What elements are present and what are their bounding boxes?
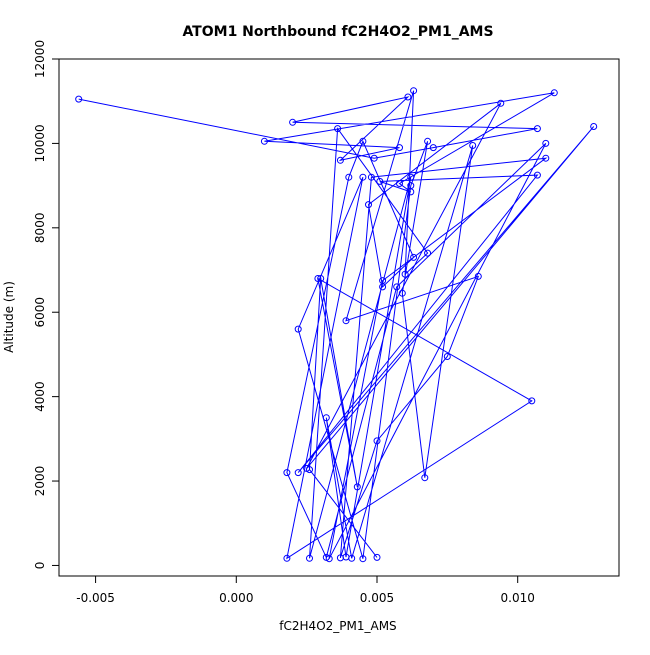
chart-title: ATOM1 Northbound fC2H4O2_PM1_AMS bbox=[182, 24, 493, 40]
data-point bbox=[474, 272, 482, 280]
data-point bbox=[306, 554, 313, 562]
data-point bbox=[396, 180, 403, 187]
series-line bbox=[78, 90, 595, 560]
y-tick-label: 2000 bbox=[33, 466, 47, 497]
data-point bbox=[393, 283, 401, 291]
data-point bbox=[359, 173, 367, 181]
y-tick-label: 4000 bbox=[33, 381, 47, 412]
x-axis-label: fC2H4O2_PM1_AMS bbox=[279, 619, 396, 633]
data-point bbox=[359, 137, 367, 145]
data-point bbox=[407, 188, 415, 196]
y-tick-label: 12000 bbox=[33, 40, 47, 78]
data-point bbox=[322, 553, 330, 561]
data-point bbox=[421, 474, 429, 482]
data-point bbox=[376, 177, 384, 185]
y-tick-label: 10000 bbox=[33, 124, 47, 162]
data-point bbox=[314, 275, 322, 282]
y-tick-label: 0 bbox=[33, 562, 47, 570]
data-point bbox=[322, 414, 330, 422]
data-point bbox=[294, 469, 302, 477]
data-point bbox=[373, 437, 381, 445]
data-point bbox=[401, 270, 409, 278]
y-axis: 0 2000 4000 6000 8000 10000 12000 bbox=[33, 40, 59, 569]
x-axis: -0.005 0.000 0.005 0.010 bbox=[76, 576, 535, 605]
x-tick-label: 0.000 bbox=[219, 591, 253, 605]
data-point bbox=[370, 154, 378, 162]
plot-frame bbox=[58, 58, 620, 577]
data-point bbox=[260, 137, 268, 145]
data-point bbox=[359, 555, 367, 563]
data-point bbox=[528, 397, 536, 405]
data-point bbox=[365, 201, 372, 209]
data-point bbox=[497, 99, 505, 107]
data-point bbox=[345, 173, 353, 181]
data-point bbox=[283, 554, 291, 562]
data-point bbox=[550, 89, 558, 97]
data-point bbox=[410, 253, 418, 261]
data-point bbox=[407, 173, 415, 181]
data-point bbox=[336, 156, 344, 164]
data-point bbox=[469, 142, 477, 149]
x-tick-label: -0.005 bbox=[76, 591, 115, 605]
data-point bbox=[542, 154, 550, 162]
data-point bbox=[317, 275, 325, 282]
data-point bbox=[336, 554, 344, 562]
data-point bbox=[424, 137, 432, 145]
data-point bbox=[334, 125, 342, 133]
data-point bbox=[342, 317, 350, 325]
y-tick-label: 8000 bbox=[33, 213, 47, 244]
series-points bbox=[75, 87, 598, 563]
data-point bbox=[542, 139, 550, 147]
data-point bbox=[443, 353, 451, 360]
data-point bbox=[283, 469, 291, 477]
x-tick-label: 0.005 bbox=[360, 591, 394, 605]
data-point bbox=[590, 123, 598, 130]
data-point bbox=[429, 144, 437, 152]
data-point bbox=[533, 125, 541, 133]
data-point bbox=[294, 325, 302, 333]
data-point bbox=[75, 95, 83, 103]
data-point bbox=[396, 144, 403, 152]
data-point bbox=[367, 173, 375, 181]
series-lines bbox=[78, 90, 595, 560]
data-point bbox=[289, 118, 297, 126]
y-tick-label: 6000 bbox=[33, 297, 47, 328]
data-point bbox=[303, 464, 311, 472]
data-point bbox=[404, 93, 412, 101]
data-point bbox=[424, 249, 432, 257]
x-tick-label: 0.010 bbox=[501, 591, 535, 605]
data-point bbox=[410, 87, 418, 95]
data-point bbox=[373, 553, 381, 561]
data-point bbox=[533, 171, 541, 179]
y-axis-label: Altitude (m) bbox=[2, 281, 16, 353]
data-point bbox=[379, 283, 387, 291]
data-point bbox=[353, 483, 361, 491]
data-point bbox=[398, 289, 406, 297]
